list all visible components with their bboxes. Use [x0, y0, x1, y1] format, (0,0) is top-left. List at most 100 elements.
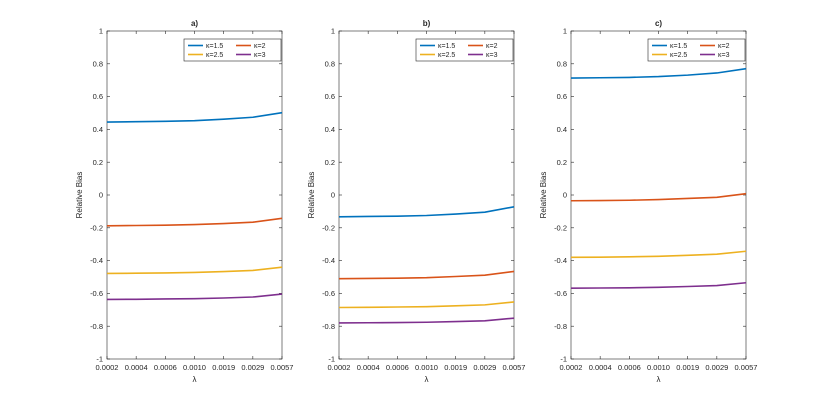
x-tick-label: 0.0057 — [503, 363, 526, 372]
legend-label: κ=3 — [718, 52, 730, 59]
x-tick-label: 0.0010 — [415, 363, 438, 372]
y-tick-label: 0.8 — [557, 59, 567, 68]
plot-area — [338, 30, 515, 360]
x-tick-label: 0.0019 — [676, 363, 699, 372]
y-tick-label: -0.6 — [90, 289, 103, 298]
series-line — [338, 270, 515, 280]
x-tick-label: 0.0010 — [647, 363, 670, 372]
x-tick-label: 0.0029 — [241, 363, 264, 372]
x-tick-label: 0.0004 — [125, 363, 148, 372]
series-line — [106, 266, 283, 275]
x-tick-label: 0.0004 — [357, 363, 380, 372]
legend-label: κ=1.5 — [206, 43, 223, 50]
series-line — [570, 281, 747, 289]
x-tick-label: 0.0057 — [271, 363, 294, 372]
y-tick-label: 0.8 — [93, 59, 103, 68]
legend-label: κ=3 — [254, 52, 266, 59]
y-tick-label: -0.6 — [554, 289, 567, 298]
plot-area — [106, 30, 283, 360]
x-tick-label: 0.0002 — [96, 363, 119, 372]
legend: κ=1.5 κ=2 κ=2.5 κ=3 — [415, 38, 514, 62]
legend: κ=1.5 κ=2 κ=2.5 κ=3 — [183, 38, 282, 62]
series-line — [570, 192, 747, 202]
x-axis-label: λ — [193, 375, 197, 384]
series-line — [106, 217, 283, 227]
legend: κ=1.5 κ=2 κ=2.5 κ=3 — [647, 38, 746, 62]
legend-label: κ=2 — [254, 43, 266, 50]
legend-label: κ=2 — [486, 43, 498, 50]
y-axis-label: Relative Bias — [539, 172, 548, 219]
y-axis-label: Relative Bias — [307, 172, 316, 219]
x-tick-label: 0.0004 — [589, 363, 612, 372]
y-tick-label: -1 — [96, 355, 103, 364]
y-tick-label: -0.2 — [90, 223, 103, 232]
x-tick-label: 0.0019 — [444, 363, 467, 372]
x-tick-label: 0.0006 — [618, 363, 641, 372]
x-tick-label: 0.0029 — [705, 363, 728, 372]
y-tick-label: 1 — [99, 27, 103, 36]
legend-label: κ=2.5 — [438, 52, 455, 59]
y-tick-label: -0.8 — [90, 322, 103, 331]
panel-title: b) — [423, 19, 431, 28]
legend-label: κ=1.5 — [438, 43, 455, 50]
legend-label: κ=2 — [718, 43, 730, 50]
y-tick-label: -1 — [560, 355, 567, 364]
x-axis-label: λ — [425, 375, 429, 384]
panel-2: -1 -0.8 -0.6 -0.4 -0.2 0 0.2 0.4 0.6 0.8 1 0.0002 0.… — [307, 19, 525, 384]
series-line — [338, 317, 515, 324]
y-tick-label: 0 — [563, 191, 567, 200]
y-tick-label: 0.2 — [93, 158, 103, 167]
y-tick-label: -1 — [328, 355, 335, 364]
y-tick-label: 0.4 — [93, 125, 103, 134]
x-tick-label: 0.0002 — [560, 363, 583, 372]
y-tick-label: -0.4 — [554, 256, 567, 265]
plot-area — [570, 30, 747, 360]
y-tick-label: 0.6 — [325, 92, 335, 101]
series-line — [570, 250, 747, 259]
y-tick-label: -0.8 — [322, 322, 335, 331]
panel-title: c) — [655, 19, 662, 28]
x-tick-label: 0.0006 — [386, 363, 409, 372]
y-tick-label: 0.4 — [325, 125, 335, 134]
x-tick-label: 0.0019 — [212, 363, 235, 372]
y-tick-label: 0.4 — [557, 125, 567, 134]
legend-label: κ=2.5 — [206, 52, 223, 59]
panel-3: -1 -0.8 -0.6 -0.4 -0.2 0 0.2 0.4 0.6 0.8 1 0.0002 0.… — [539, 19, 757, 384]
x-tick-label: 0.0029 — [473, 363, 496, 372]
y-tick-label: 1 — [563, 27, 567, 36]
legend-box — [647, 38, 746, 62]
y-tick-label: 0 — [99, 191, 103, 200]
series-line — [106, 111, 283, 123]
y-tick-label: 0 — [331, 191, 335, 200]
y-tick-label: 0.2 — [557, 158, 567, 167]
series-line — [106, 293, 283, 301]
y-tick-label: -0.4 — [90, 256, 103, 265]
x-axis-label: λ — [657, 375, 661, 384]
y-tick-label: -0.4 — [322, 256, 335, 265]
x-tick-label: 0.0002 — [328, 363, 351, 372]
y-tick-label: 0.6 — [557, 92, 567, 101]
y-tick-label: -0.8 — [554, 322, 567, 331]
series-line — [570, 67, 747, 79]
y-tick-label: -0.6 — [322, 289, 335, 298]
y-tick-label: 1 — [331, 27, 335, 36]
y-tick-label: 0.6 — [93, 92, 103, 101]
panel-title: a) — [191, 19, 198, 28]
y-tick-label: -0.2 — [322, 223, 335, 232]
legend-box — [183, 38, 282, 62]
series-line — [338, 206, 515, 218]
y-tick-label: -0.2 — [554, 223, 567, 232]
x-tick-label: 0.0057 — [735, 363, 758, 372]
panel-1: -1 -0.8 -0.6 -0.4 -0.2 0 0.2 0.4 0.6 0.8 1 0.0002 0.… — [75, 19, 293, 384]
y-tick-label: 0.8 — [325, 59, 335, 68]
legend-label: κ=3 — [486, 52, 498, 59]
legend-box — [415, 38, 514, 62]
series-line — [338, 301, 515, 309]
x-tick-label: 0.0006 — [154, 363, 177, 372]
legend-label: κ=1.5 — [670, 43, 687, 50]
x-tick-label: 0.0010 — [183, 363, 206, 372]
y-tick-label: 0.2 — [325, 158, 335, 167]
legend-label: κ=2.5 — [670, 52, 687, 59]
y-axis-label: Relative Bias — [75, 172, 84, 219]
